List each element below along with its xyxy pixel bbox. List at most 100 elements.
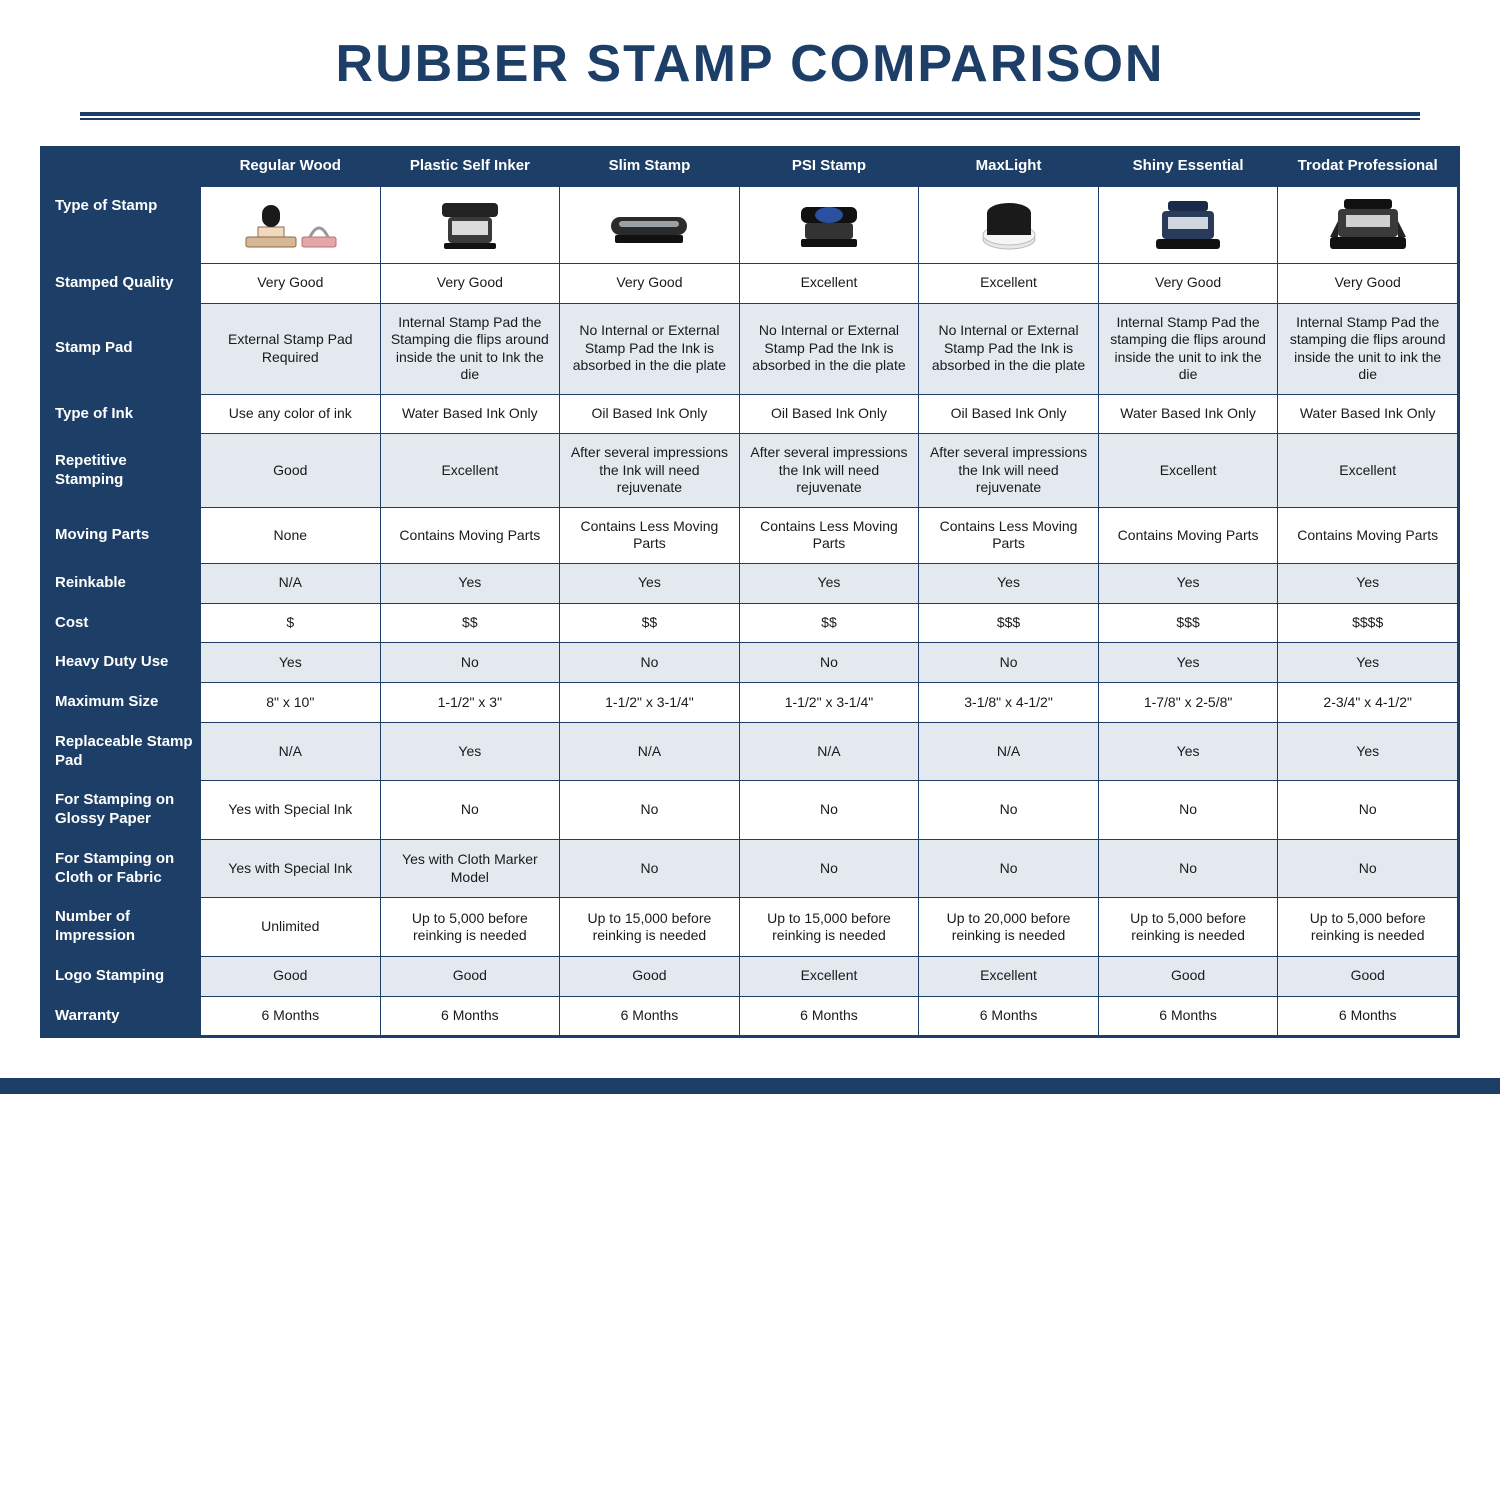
cell: 1-1/2" x 3" [380, 683, 560, 723]
cell: 6 Months [1278, 996, 1458, 1036]
cell: $$ [380, 603, 560, 643]
row-label: Logo Stamping [43, 956, 201, 996]
cell: Very Good [1278, 263, 1458, 303]
cell: 1-7/8" x 2-5/8" [1098, 683, 1278, 723]
table-row: Logo StampingGoodGoodGoodExcellentExcell… [43, 956, 1458, 996]
stamp-image-maxlight [919, 186, 1099, 263]
cell: Very Good [380, 263, 560, 303]
table-row: Moving PartsNoneContains Moving PartsCon… [43, 507, 1458, 563]
cell: 6 Months [1098, 996, 1278, 1036]
row-label: Cost [43, 603, 201, 643]
cell: Internal Stamp Pad the stamping die flip… [1098, 303, 1278, 394]
cell: Yes [1098, 722, 1278, 781]
cell: Yes [1278, 722, 1458, 781]
row-label: Type of Ink [43, 394, 201, 434]
row-label: Heavy Duty Use [43, 643, 201, 683]
cell: Water Based Ink Only [380, 394, 560, 434]
cell: N/A [201, 722, 381, 781]
cell: Good [1278, 956, 1458, 996]
slim-stamp-icon [599, 197, 699, 253]
cell: Yes with Special Ink [201, 839, 381, 898]
cell: No [739, 839, 919, 898]
cell: Very Good [1098, 263, 1278, 303]
cell: 6 Months [201, 996, 381, 1036]
table-row: Number of ImpressionUnlimitedUp to 5,000… [43, 898, 1458, 957]
cell: Oil Based Ink Only [919, 394, 1099, 434]
stamp-image-trodat [1278, 186, 1458, 263]
stamp-image-row [43, 186, 1458, 263]
cell: Oil Based Ink Only [560, 394, 740, 434]
cell: Excellent [919, 956, 1099, 996]
cell: No [919, 643, 1099, 683]
cell: Excellent [739, 956, 919, 996]
cell: Contains Moving Parts [380, 507, 560, 563]
table-header-row: Type of Stamp Regular Wood Plastic Self … [43, 149, 1458, 187]
row-label: Number of Impression [43, 898, 201, 957]
cell: 3-1/8" x 4-1/2" [919, 683, 1099, 723]
cell: Good [201, 956, 381, 996]
footer-bar [0, 1078, 1500, 1094]
cell: Good [380, 956, 560, 996]
cell: Very Good [560, 263, 740, 303]
cell: Good [1098, 956, 1278, 996]
cell: Excellent [919, 263, 1099, 303]
cell: No [1278, 839, 1458, 898]
table-row: Maximum Size8" x 10"1-1/2" x 3"1-1/2" x … [43, 683, 1458, 723]
cell: No Internal or External Stamp Pad the In… [919, 303, 1099, 394]
comparison-table-wrap: Type of Stamp Regular Wood Plastic Self … [40, 146, 1460, 1038]
cell: Up to 20,000 before reinking is needed [919, 898, 1099, 957]
cell: Water Based Ink Only [1098, 394, 1278, 434]
col-plastic-self-inker: Plastic Self Inker [380, 149, 560, 187]
cell: Use any color of ink [201, 394, 381, 434]
stamp-image-slim [560, 186, 740, 263]
cell: Yes [739, 563, 919, 603]
table-row: ReinkableN/AYesYesYesYesYesYes [43, 563, 1458, 603]
corner-label: Type of Stamp [43, 149, 201, 264]
cell: Yes [1278, 643, 1458, 683]
cell: Up to 5,000 before reinking is needed [1098, 898, 1278, 957]
row-label: Replaceable Stamp Pad [43, 722, 201, 781]
page-title: RUBBER STAMP COMPARISON [40, 34, 1460, 94]
maxlight-stamp-icon [959, 197, 1059, 253]
cell: 6 Months [380, 996, 560, 1036]
cell: Internal Stamp Pad the Stamping die flip… [380, 303, 560, 394]
cell: Yes [1098, 643, 1278, 683]
trodat-professional-stamp-icon [1318, 197, 1418, 253]
cell: Contains Moving Parts [1098, 507, 1278, 563]
self-inker-stamp-icon [420, 197, 520, 253]
row-label: For Stamping on Cloth or Fabric [43, 839, 201, 898]
cell: No [560, 643, 740, 683]
row-label: Reinkable [43, 563, 201, 603]
table-row: Replaceable Stamp PadN/AYesN/AN/AN/AYesY… [43, 722, 1458, 781]
cell: Contains Less Moving Parts [739, 507, 919, 563]
cell: No [380, 781, 560, 840]
table-row: Type of InkUse any color of inkWater Bas… [43, 394, 1458, 434]
col-regular-wood: Regular Wood [201, 149, 381, 187]
cell: Excellent [380, 434, 560, 508]
cell: Excellent [1278, 434, 1458, 508]
col-trodat-professional: Trodat Professional [1278, 149, 1458, 187]
cell: After several impressions the Ink will n… [739, 434, 919, 508]
cell: No [560, 781, 740, 840]
col-psi-stamp: PSI Stamp [739, 149, 919, 187]
cell: 1-1/2" x 3-1/4" [560, 683, 740, 723]
cell: External Stamp Pad Required [201, 303, 381, 394]
col-slim-stamp: Slim Stamp [560, 149, 740, 187]
row-label: Stamp Pad [43, 303, 201, 394]
cell: Water Based Ink Only [1278, 394, 1458, 434]
row-label: For Stamping on Glossy Paper [43, 781, 201, 840]
wood-stamp-icon [240, 197, 340, 253]
cell: No [1278, 781, 1458, 840]
cell: 2-3/4" x 4-1/2" [1278, 683, 1458, 723]
table-row: Stamp PadExternal Stamp Pad RequiredInte… [43, 303, 1458, 394]
title-divider [80, 112, 1420, 120]
cell: No [1098, 839, 1278, 898]
cell: Yes [1098, 563, 1278, 603]
psi-stamp-icon [779, 197, 879, 253]
cell: Contains Less Moving Parts [560, 507, 740, 563]
cell: Yes [380, 563, 560, 603]
table-row: Warranty6 Months6 Months6 Months6 Months… [43, 996, 1458, 1036]
stamp-image-psi [739, 186, 919, 263]
cell: Internal Stamp Pad the stamping die flip… [1278, 303, 1458, 394]
table-row: Cost$$$$$$$$$$$$$$$$$ [43, 603, 1458, 643]
